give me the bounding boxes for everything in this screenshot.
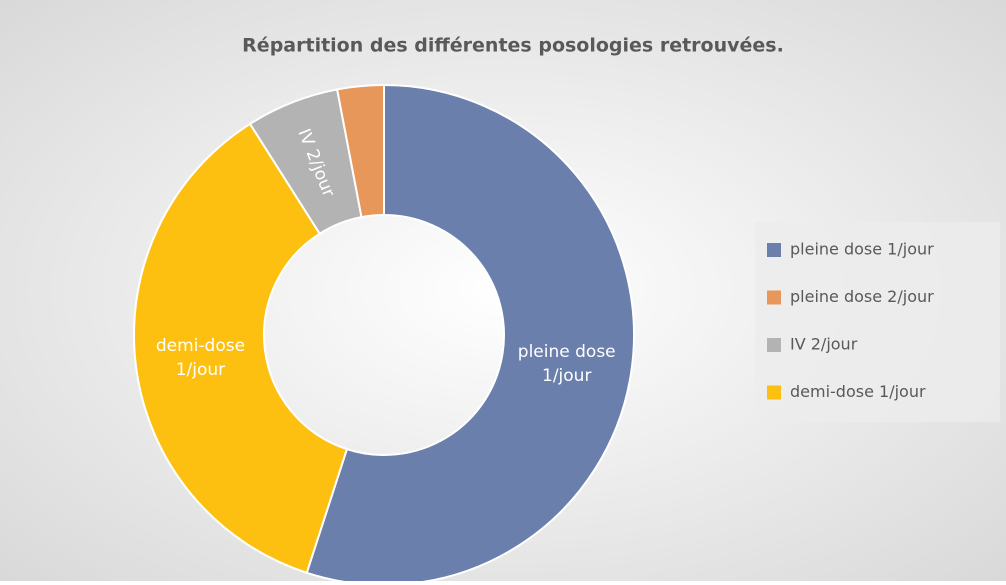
legend-label: IV 2/jour [790, 335, 858, 354]
data-label: pleine dose 1/jour [518, 342, 616, 386]
legend-box [755, 222, 1000, 422]
data-label: demi-dose 1/jour [156, 336, 245, 380]
donut-slice [133, 122, 349, 575]
legend-swatch [767, 385, 781, 400]
legend-swatch [767, 243, 781, 257]
legend-swatch [767, 338, 781, 352]
chart-title: Répartition des différentes posologies r… [242, 35, 784, 57]
legend-label: pleine dose 2/jour [790, 287, 934, 306]
donut-slice [335, 83, 385, 219]
legend-swatch [767, 290, 781, 305]
legend-label: demi-dose 1/jour [790, 382, 926, 401]
legend-label: pleine dose 1/jour [790, 240, 934, 259]
